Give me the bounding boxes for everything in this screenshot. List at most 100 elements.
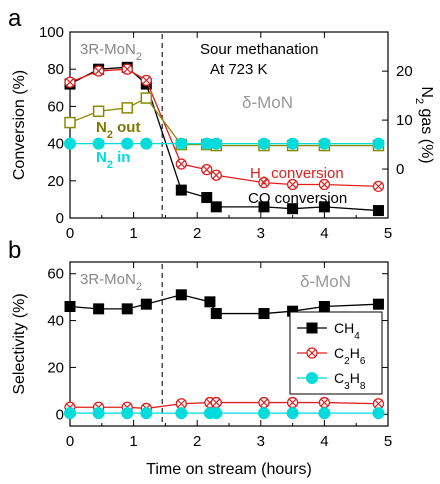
y-tick-label: 60 — [47, 98, 64, 115]
x-tick-label: 3 — [257, 225, 265, 242]
data-point — [258, 177, 270, 189]
y2-tick-label: 0 — [396, 161, 404, 178]
data-point — [258, 308, 270, 320]
panel-a-co-label: CO conversion — [248, 190, 347, 207]
panel-a-phase-left: 3R-MoN2 — [80, 41, 142, 63]
data-point — [257, 137, 270, 150]
data-point — [64, 116, 76, 129]
panel-a-condition-1: Sour methanation — [200, 41, 318, 58]
panel-a-n2out-label: N2 out — [96, 119, 140, 141]
series-co-conversion — [64, 61, 384, 217]
data-point — [201, 192, 213, 204]
data-point — [372, 205, 384, 217]
x-tick-label: 1 — [129, 225, 137, 242]
legend-marker — [306, 322, 318, 334]
series-c2h6 — [64, 396, 385, 415]
data-point — [64, 76, 76, 88]
data-point — [92, 105, 105, 118]
y2-tick-label: 10 — [396, 112, 413, 129]
data-point — [372, 407, 385, 420]
x-tick-label: 3 — [257, 433, 265, 450]
data-point — [121, 303, 133, 315]
y-tick-label: 20 — [47, 173, 64, 190]
panel-letter-a: a — [8, 5, 22, 32]
x-tick-label: 4 — [320, 225, 328, 242]
panel-a-condition-2: At 723 K — [210, 61, 268, 78]
y-tick-label: 100 — [39, 24, 64, 41]
data-point — [175, 407, 188, 420]
panel-b-phase-left: 3R-MoN2 — [80, 271, 142, 293]
y-tick-label: 0 — [56, 406, 64, 423]
data-point — [286, 396, 299, 409]
data-point — [121, 102, 133, 114]
data-point — [210, 407, 223, 420]
data-point — [93, 303, 105, 315]
data-point — [140, 298, 152, 310]
panel-a-ylabel: Conversion (%) — [11, 70, 28, 180]
data-point — [175, 184, 187, 196]
panel-b-series — [64, 289, 385, 420]
panel-b-phase-right: δ-MoN — [300, 272, 351, 291]
legend-item: C3H8 — [297, 370, 366, 392]
data-point — [121, 407, 134, 420]
panel-b: 0 1 2 3 4 5 0 20 40 60 Selectivity (%) Time on st… — [11, 261, 392, 478]
data-point — [210, 308, 222, 320]
data-point — [175, 137, 188, 150]
panel-a-ticks: 0 1 2 3 4 5 0 20 40 60 80 100 0 10 20 — [39, 24, 413, 242]
data-point — [140, 74, 152, 87]
x-tick-label: 2 — [193, 433, 201, 450]
data-point — [286, 407, 299, 420]
x-tick-label: 0 — [66, 433, 74, 450]
panel-a-y2label: N2 gas (%) — [413, 86, 435, 163]
data-point — [140, 137, 153, 150]
panel-b-xlabel: Time on stream (hours) — [146, 461, 312, 478]
legend-items: CH4 C2H6 C3H8 — [297, 320, 366, 392]
legend-label: CH4 — [334, 320, 360, 342]
legend-marker — [306, 347, 318, 359]
data-point — [318, 407, 331, 420]
data-point — [257, 407, 270, 420]
panel-a: 0 1 2 3 4 5 0 20 40 60 80 100 0 10 20 Conversion (%) N… — [11, 24, 435, 242]
y2-tick-label: 20 — [396, 63, 413, 80]
data-point — [140, 92, 153, 104]
data-point — [92, 65, 105, 77]
series-line — [70, 401, 379, 410]
data-point — [372, 137, 385, 150]
data-point — [258, 396, 270, 409]
data-point — [287, 203, 299, 215]
data-point — [258, 201, 270, 213]
data-point — [372, 180, 385, 193]
data-point — [175, 398, 187, 410]
data-point — [92, 137, 105, 150]
data-point — [64, 407, 76, 420]
data-point — [318, 137, 331, 150]
data-point — [210, 169, 222, 181]
data-point — [121, 63, 133, 75]
data-point — [318, 201, 330, 213]
y-tick-label: 60 — [47, 266, 64, 283]
panel-a-series — [64, 61, 385, 217]
data-point — [175, 289, 187, 301]
data-point — [175, 158, 187, 170]
data-point — [286, 178, 299, 191]
x-tick-label: 1 — [129, 433, 137, 450]
data-point — [121, 137, 134, 150]
data-point — [318, 396, 331, 409]
data-point — [204, 296, 216, 308]
x-tick-label: 4 — [320, 433, 328, 450]
x-tick-label: 2 — [193, 225, 201, 242]
legend-label: C3H8 — [334, 370, 366, 392]
legend-marker — [306, 372, 318, 384]
series-n2-in — [64, 137, 385, 150]
legend-item: C2H6 — [297, 345, 366, 367]
y-tick-label: 0 — [56, 210, 64, 227]
series-line — [69, 294, 379, 315]
data-point — [201, 163, 213, 176]
legend-item: CH4 — [297, 320, 360, 342]
data-point — [64, 137, 76, 150]
y-tick-label: 40 — [47, 136, 64, 153]
panel-b-ticks: 0 1 2 3 4 5 0 20 40 60 — [47, 262, 392, 450]
data-point — [286, 137, 299, 150]
series-ch4 — [64, 289, 384, 320]
